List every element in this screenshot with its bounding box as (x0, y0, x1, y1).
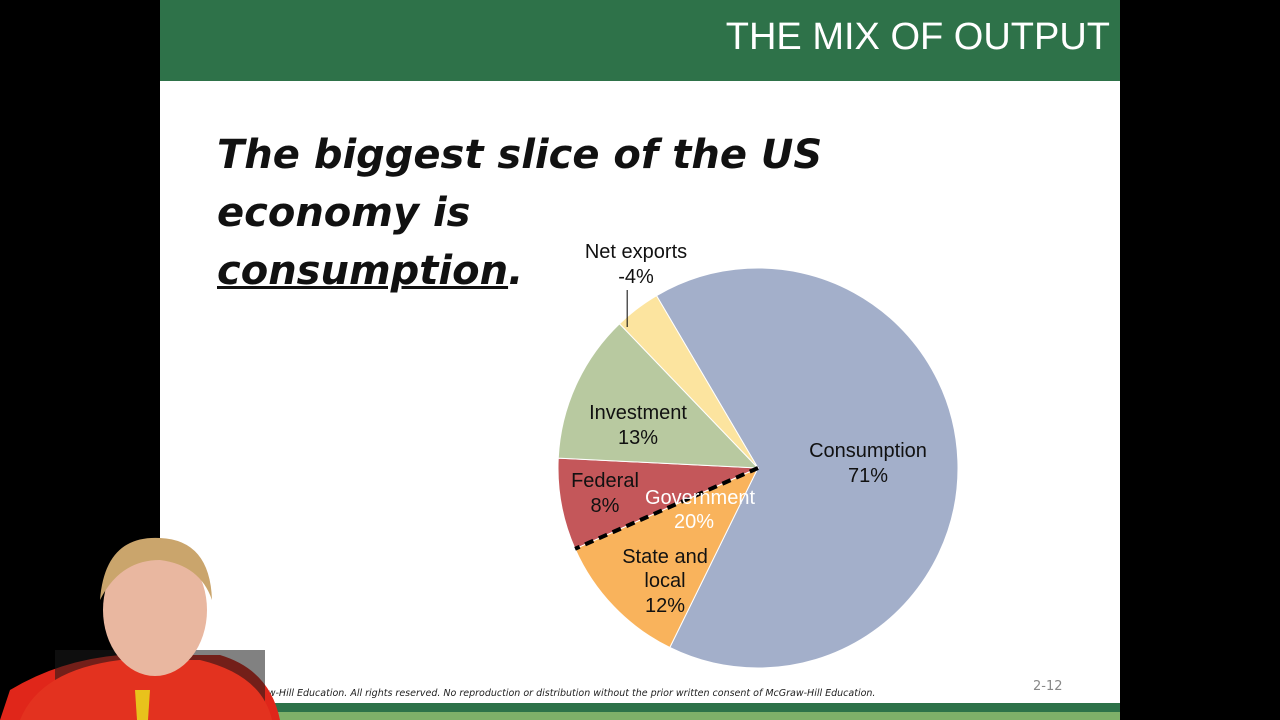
headline-end: . (508, 248, 524, 294)
footer-bar (160, 703, 1120, 712)
slice-label: Investment (589, 402, 687, 424)
pie-chart (557, 267, 959, 669)
footer: raw-Hill Education. All rights reserved.… (258, 688, 876, 699)
slice-label: Consumption (809, 440, 927, 462)
slice-value-label: 12% (644, 595, 686, 617)
pie-slice (557, 323, 760, 469)
slice-value-label: 8% (590, 495, 620, 517)
slice-value-label: 71% (847, 465, 889, 487)
group-value-label: 20% (673, 511, 715, 533)
headline-text: The biggest slice of the US economy is (217, 132, 823, 236)
slice-value-label: -4% (618, 266, 654, 288)
slice-label: Net exports (584, 241, 688, 263)
footer-bar (160, 712, 1120, 720)
slice-label: Federal (571, 470, 639, 492)
slide-title: THE MIX OF OUTPUT (725, 16, 1110, 58)
pie-slice (655, 267, 959, 669)
header-bar: THE MIX OF OUTPUT (160, 0, 1120, 81)
slide: THE MIX OF OUTPUT The biggest slice of t… (160, 0, 1120, 720)
headline: The biggest slice of the US economy is co… (217, 126, 1017, 300)
group-label: Government (644, 487, 756, 509)
pie-slice (618, 294, 759, 469)
headline-emphasis: consumption (217, 248, 509, 294)
pie-slice (574, 466, 760, 649)
slice-label: State and local (622, 546, 708, 592)
page-number: 2-12 (1033, 679, 1063, 694)
group-divider (574, 466, 759, 551)
slice-value-label: 13% (617, 427, 659, 449)
